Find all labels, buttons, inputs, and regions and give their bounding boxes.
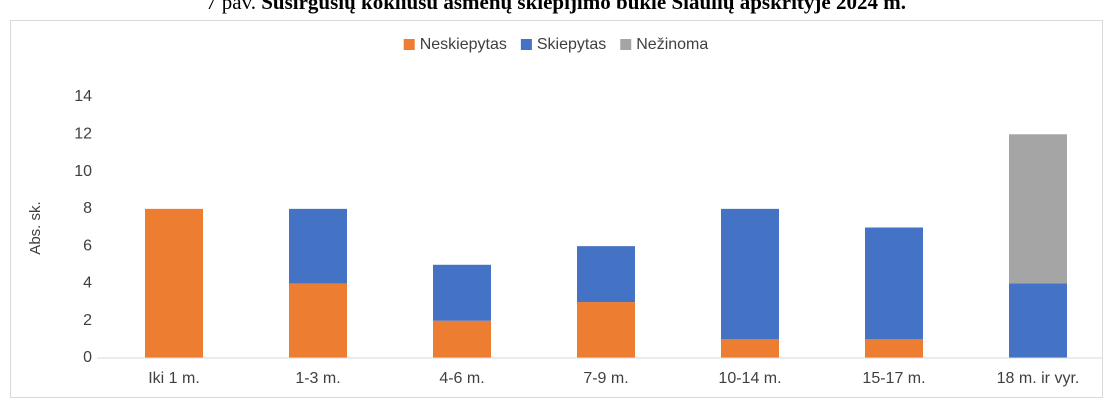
- x-tick-label: 15-17 m.: [862, 370, 925, 387]
- x-tick-label: 10-14 m.: [718, 370, 781, 387]
- legend-label: Nežinoma: [636, 36, 708, 53]
- bar-segment: [433, 264, 491, 321]
- bar-segment: [289, 283, 347, 358]
- figure-label: 7 pav.: [206, 0, 256, 14]
- y-tick-label: 6: [83, 237, 92, 254]
- y-tick-label: 8: [83, 200, 92, 217]
- x-tick-label: 7-9 m.: [583, 370, 628, 387]
- bar-segment: [865, 227, 923, 340]
- legend-swatch: [403, 39, 415, 50]
- x-tick-label: 4-6 m.: [439, 370, 484, 387]
- legend-label: Neskiepytas: [420, 36, 507, 53]
- bar-segment: [433, 320, 491, 358]
- y-tick-label: 14: [74, 88, 92, 105]
- x-tick-label: 18 m. ir vyr.: [997, 370, 1080, 387]
- x-tick-label: 1-3 m.: [295, 370, 340, 387]
- y-axis-label: Abs. sk.: [27, 201, 44, 254]
- y-tick-label: 4: [83, 275, 92, 292]
- legend-label: Skiepytas: [537, 36, 606, 53]
- y-tick-label: 0: [83, 349, 92, 366]
- bar-segment: [577, 302, 635, 358]
- bar-segment: [145, 208, 203, 358]
- y-tick-label: 12: [74, 126, 92, 143]
- bar-segment: [865, 339, 923, 358]
- bar-segment: [1009, 283, 1067, 358]
- chart-title: Susirgusių kokliušu asmenų skiepijimo bū…: [261, 0, 906, 14]
- legend-swatch: [620, 39, 632, 50]
- y-tick-label: 10: [74, 163, 92, 180]
- bar-segment: [289, 208, 347, 284]
- bar-segment: [721, 208, 779, 340]
- bar-segment: [1009, 134, 1067, 284]
- bar-segment: [721, 339, 779, 358]
- legend-swatch: [520, 39, 532, 50]
- x-tick-label: Iki 1 m.: [148, 370, 200, 387]
- chart-title-line: 7 pav. Susirgusių kokliušu asmenų skiepi…: [206, 0, 906, 14]
- bar-segment: [577, 246, 635, 303]
- y-tick-label: 2: [83, 312, 92, 329]
